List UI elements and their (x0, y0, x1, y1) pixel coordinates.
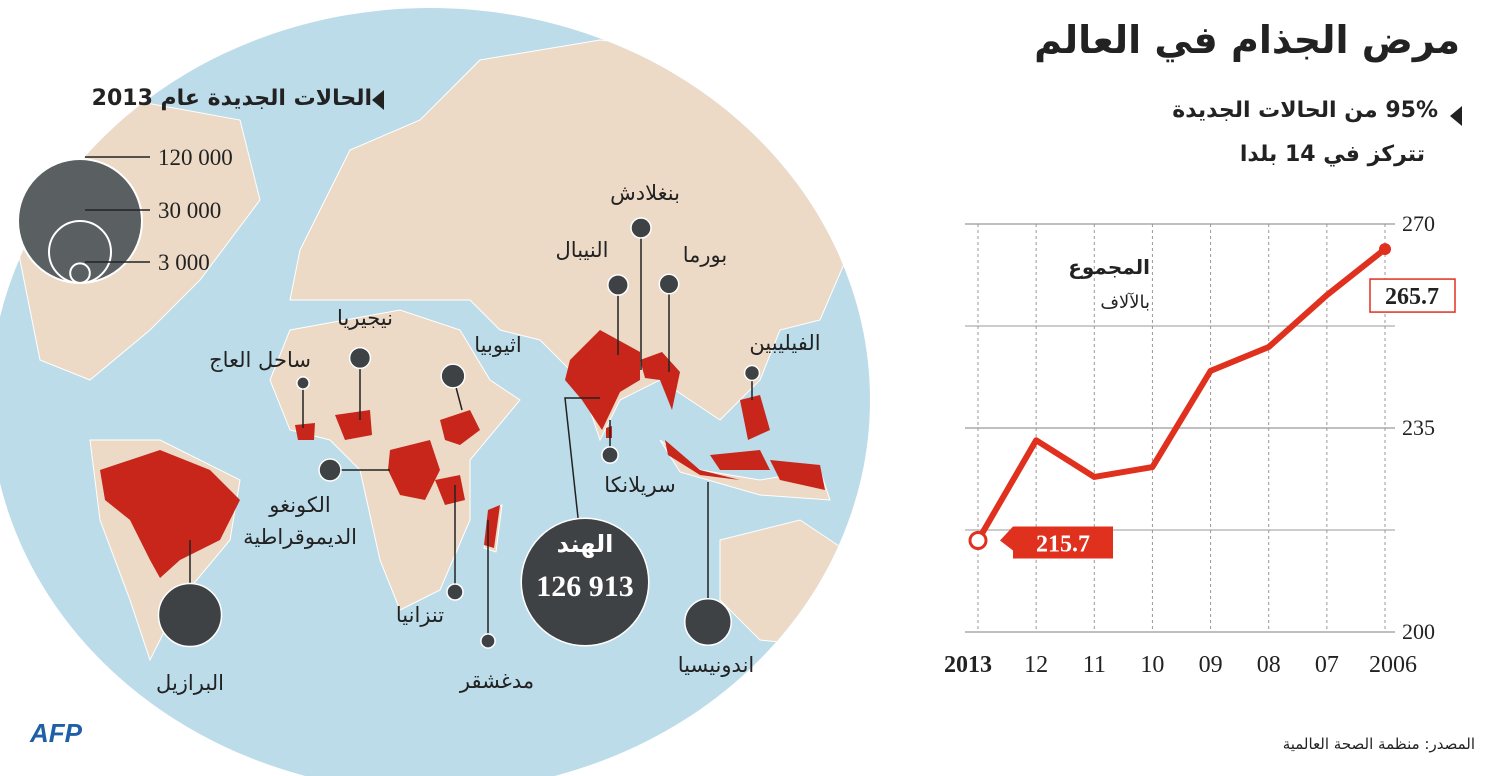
line (975, 246, 1387, 542)
map-title: الحالات الجديدة عام 2013 (91, 86, 372, 111)
x-tick-label: 2006 (1369, 652, 1417, 678)
bubble (607, 274, 629, 296)
bubble (743, 364, 761, 382)
country-label: سريلانكا (604, 473, 676, 497)
country-label: الفيليبين (749, 331, 821, 355)
value-label: 215.7 (1036, 531, 1090, 557)
source: المصدر: منظمة الصحة العالمية (1282, 735, 1475, 753)
bubble (157, 582, 223, 648)
x-tick-label: 10 (1140, 652, 1164, 678)
y-tick-label: 270 (1402, 211, 1435, 236)
bubble (630, 217, 652, 239)
country-label: بنغلادش (610, 181, 680, 205)
bubble (658, 273, 680, 295)
country-label: مدغشقر (459, 669, 535, 693)
title: مرض الجذام في العالم (1034, 18, 1460, 62)
subtitle: 95% من الحالات الجديدة (1172, 98, 1438, 123)
size-legend-circle (69, 262, 91, 284)
y-tick-label: 235 (1402, 415, 1435, 440)
x-tick-label: 07 (1315, 652, 1339, 678)
bubble (684, 598, 732, 646)
y-tick-label: 200 (1402, 619, 1435, 644)
country-label: نيجيريا (337, 306, 393, 330)
highlighted-countries (100, 330, 825, 578)
country-label: بورما (682, 243, 728, 267)
bubble (296, 376, 310, 390)
logo: AFP (30, 718, 82, 748)
end-marker (968, 530, 988, 550)
end-marker (1379, 243, 1391, 256)
bubble (446, 583, 464, 601)
bubble (480, 633, 496, 649)
size-legend-label: 3 000 (158, 250, 210, 275)
size-legend-label: 120 000 (158, 145, 233, 170)
x-tick-label: 08 (1257, 652, 1281, 678)
value-label: 265.7 (1385, 284, 1439, 310)
country-label: تنزانيا (395, 603, 445, 627)
country-label: الهند (556, 530, 614, 558)
bubble (601, 446, 619, 464)
bubble (440, 363, 466, 389)
bubble (520, 517, 650, 647)
x-tick-label: 2013 (944, 652, 992, 678)
country-label: الكونغو الديموقراطية (243, 493, 357, 549)
country-label: النيبال (555, 238, 609, 262)
country-label: اثيوبيا (474, 333, 522, 357)
bubble (318, 458, 342, 482)
country-label: ساحل العاج (209, 348, 311, 372)
country-label: اندونيسيا (677, 653, 755, 677)
value-label-box (1369, 278, 1456, 313)
chart-subtitle: بالآلاف (1100, 292, 1150, 313)
x-tick-label: 11 (1083, 652, 1106, 678)
bullet-arrow (1450, 106, 1462, 126)
size-legend-label: 30 000 (158, 198, 221, 223)
country-label: البرازيل (156, 671, 224, 695)
bullet-arrow (372, 90, 384, 110)
value-label-box (1000, 526, 1113, 559)
x-tick-label: 12 (1024, 652, 1048, 678)
bubble (348, 346, 372, 370)
subtitle: تتركز في 14 بلدا (1239, 142, 1425, 167)
x-tick-label: 09 (1199, 652, 1223, 678)
chart-title: المجموع (1068, 255, 1150, 279)
value-label: 126 913 (536, 570, 634, 603)
